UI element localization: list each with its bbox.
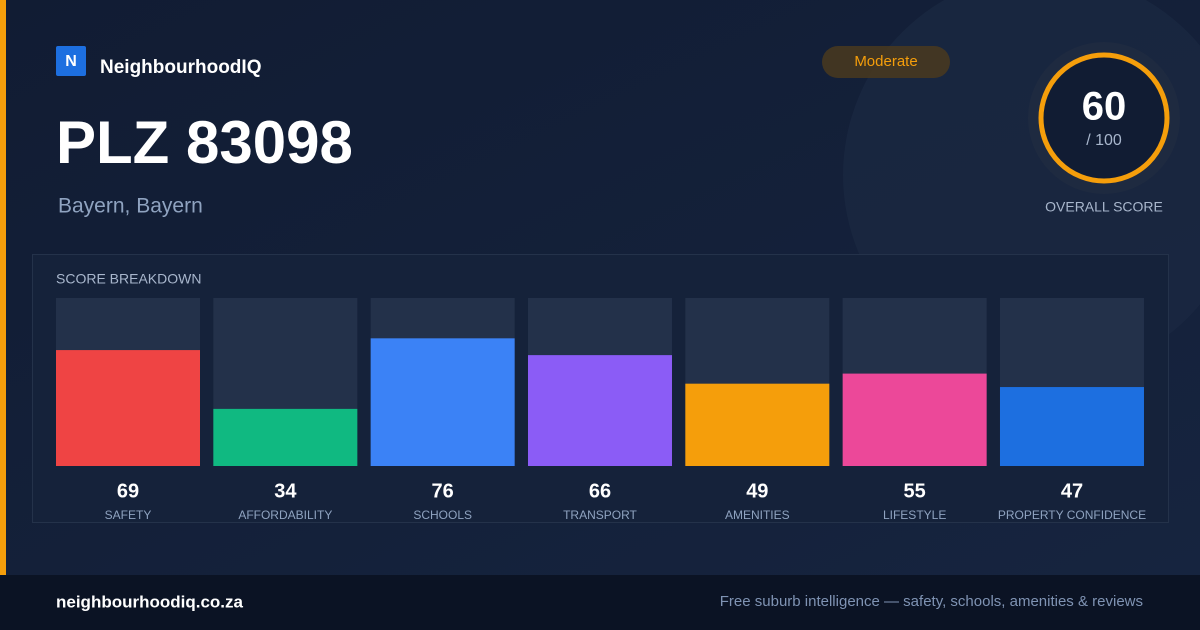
bar-chart: 69 SAFETY 34 AFFORDABILITY 76 SCHOOLS 66 TRANSP…: [56, 298, 1146, 522]
bar-value-label: 66: [589, 480, 611, 502]
bar: [685, 383, 830, 466]
subtitle: Bayern, Bayern: [58, 195, 203, 218]
x-tick-label: LIFESTYLE: [883, 508, 946, 522]
score-ring: [1038, 52, 1170, 184]
bar-value-label: 76: [432, 480, 454, 502]
bar-value-label: 69: [117, 480, 139, 502]
accent-stripe: [0, 0, 6, 575]
bar: [370, 338, 515, 466]
logo: [56, 46, 86, 76]
x-tick-label: SAFETY: [105, 508, 152, 522]
bar-value-label: 49: [746, 480, 768, 502]
score-label: OVERALL SCORE: [1045, 199, 1163, 215]
x-tick-label: TRANSPORT: [563, 508, 637, 522]
bar-value-label: 47: [1061, 480, 1083, 502]
bar-value-label: 34: [274, 480, 297, 502]
bar: [213, 408, 358, 466]
footer-tagline: Free suburb intelligence — safety, schoo…: [720, 593, 1143, 610]
bar: [842, 373, 987, 466]
x-tick-label: AMENITIES: [725, 508, 790, 522]
x-tick-label: PROPERTY CONFIDENCE: [998, 508, 1146, 522]
badge: [822, 46, 950, 78]
logo-letter: N: [65, 53, 77, 70]
brand-name: NeighbourhoodIQ: [100, 57, 261, 78]
footer: [0, 575, 1200, 630]
x-tick-label: SCHOOLS: [413, 508, 472, 522]
bar: [527, 355, 672, 466]
bar-value-label: 55: [904, 480, 926, 502]
score-value: 60: [1082, 85, 1127, 129]
badge-text: Moderate: [854, 53, 917, 70]
score-max: / 100: [1086, 132, 1122, 149]
chart-title: SCORE BREAKDOWN: [56, 271, 201, 287]
title: PLZ 83098: [56, 109, 353, 176]
x-tick-label: AFFORDABILITY: [238, 508, 332, 522]
bar: [999, 387, 1144, 466]
bar: [56, 350, 200, 466]
footer-site: neighbourhoodiq.co.za: [56, 592, 244, 611]
